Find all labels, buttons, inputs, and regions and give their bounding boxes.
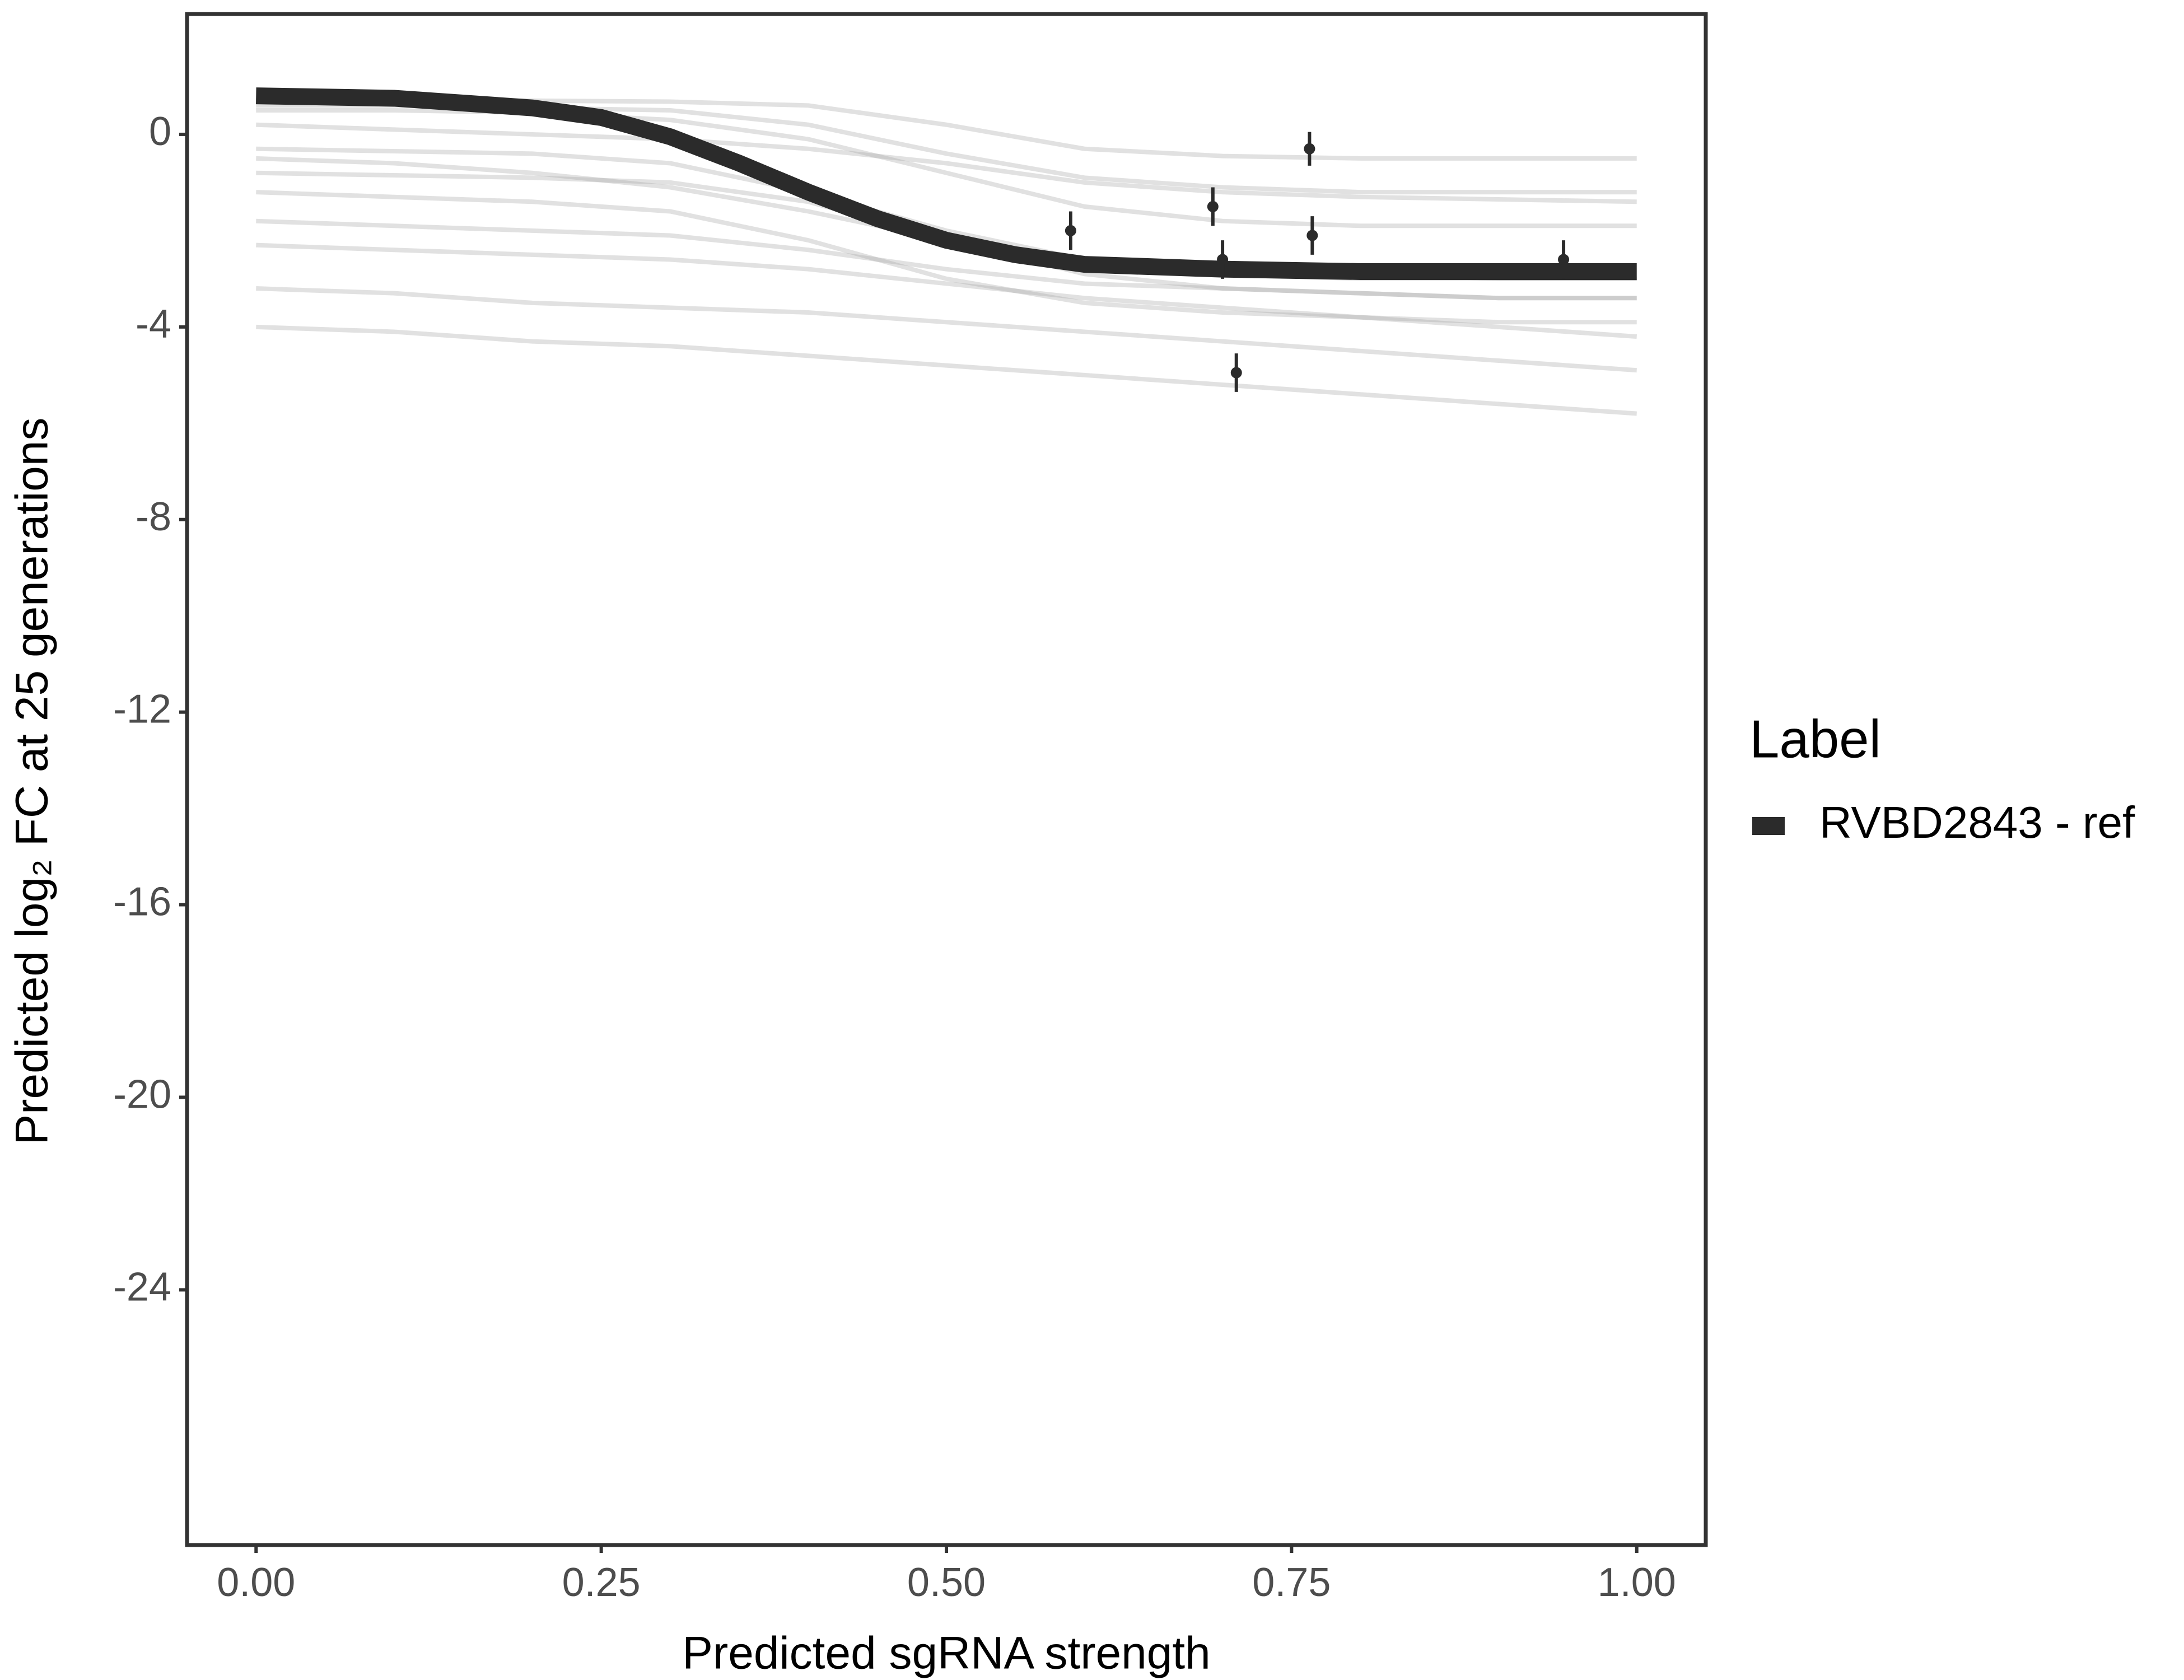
fit-line [256, 87, 1637, 280]
data-point [1306, 230, 1318, 241]
data-point [1065, 225, 1076, 236]
posterior-line [256, 324, 1637, 416]
y-tick-label: -20 [113, 1072, 171, 1117]
y-tick-label: -8 [136, 494, 171, 539]
y-tick-label: 0 [149, 109, 171, 154]
posterior-line [256, 190, 1637, 325]
posterior-line [256, 218, 1637, 301]
y-tick-label: -4 [136, 302, 171, 347]
x-axis-title: Predicted sgRNA strength [682, 1628, 1210, 1679]
posterior-line [256, 122, 1637, 204]
y-axis-title: Predicted log₂ FC at 25 generations [7, 417, 58, 1145]
x-tick-label: 0.50 [907, 1560, 986, 1605]
y-tick-label: -12 [113, 687, 171, 732]
posterior-line [256, 286, 1637, 373]
data-point [1558, 254, 1570, 265]
posterior-line [256, 103, 1637, 195]
panel-border [185, 12, 1708, 1547]
data-point [1230, 367, 1242, 379]
y-tick-label: -16 [113, 880, 171, 925]
legend-key [1752, 817, 1785, 835]
data-point [1217, 254, 1229, 265]
legend-title: Label [1749, 709, 1881, 769]
data-point [1304, 143, 1315, 155]
x-tick-label: 1.00 [1598, 1560, 1676, 1605]
x-tick-label: 0.25 [562, 1560, 641, 1605]
x-tick-label: 0.75 [1252, 1560, 1331, 1605]
data-point [1207, 200, 1219, 212]
x-tick-label: 0.00 [217, 1560, 295, 1605]
posterior-line [256, 242, 1637, 339]
legend-label: RVBD2843 - ref [1819, 797, 2135, 847]
y-tick-label: -24 [113, 1264, 171, 1309]
